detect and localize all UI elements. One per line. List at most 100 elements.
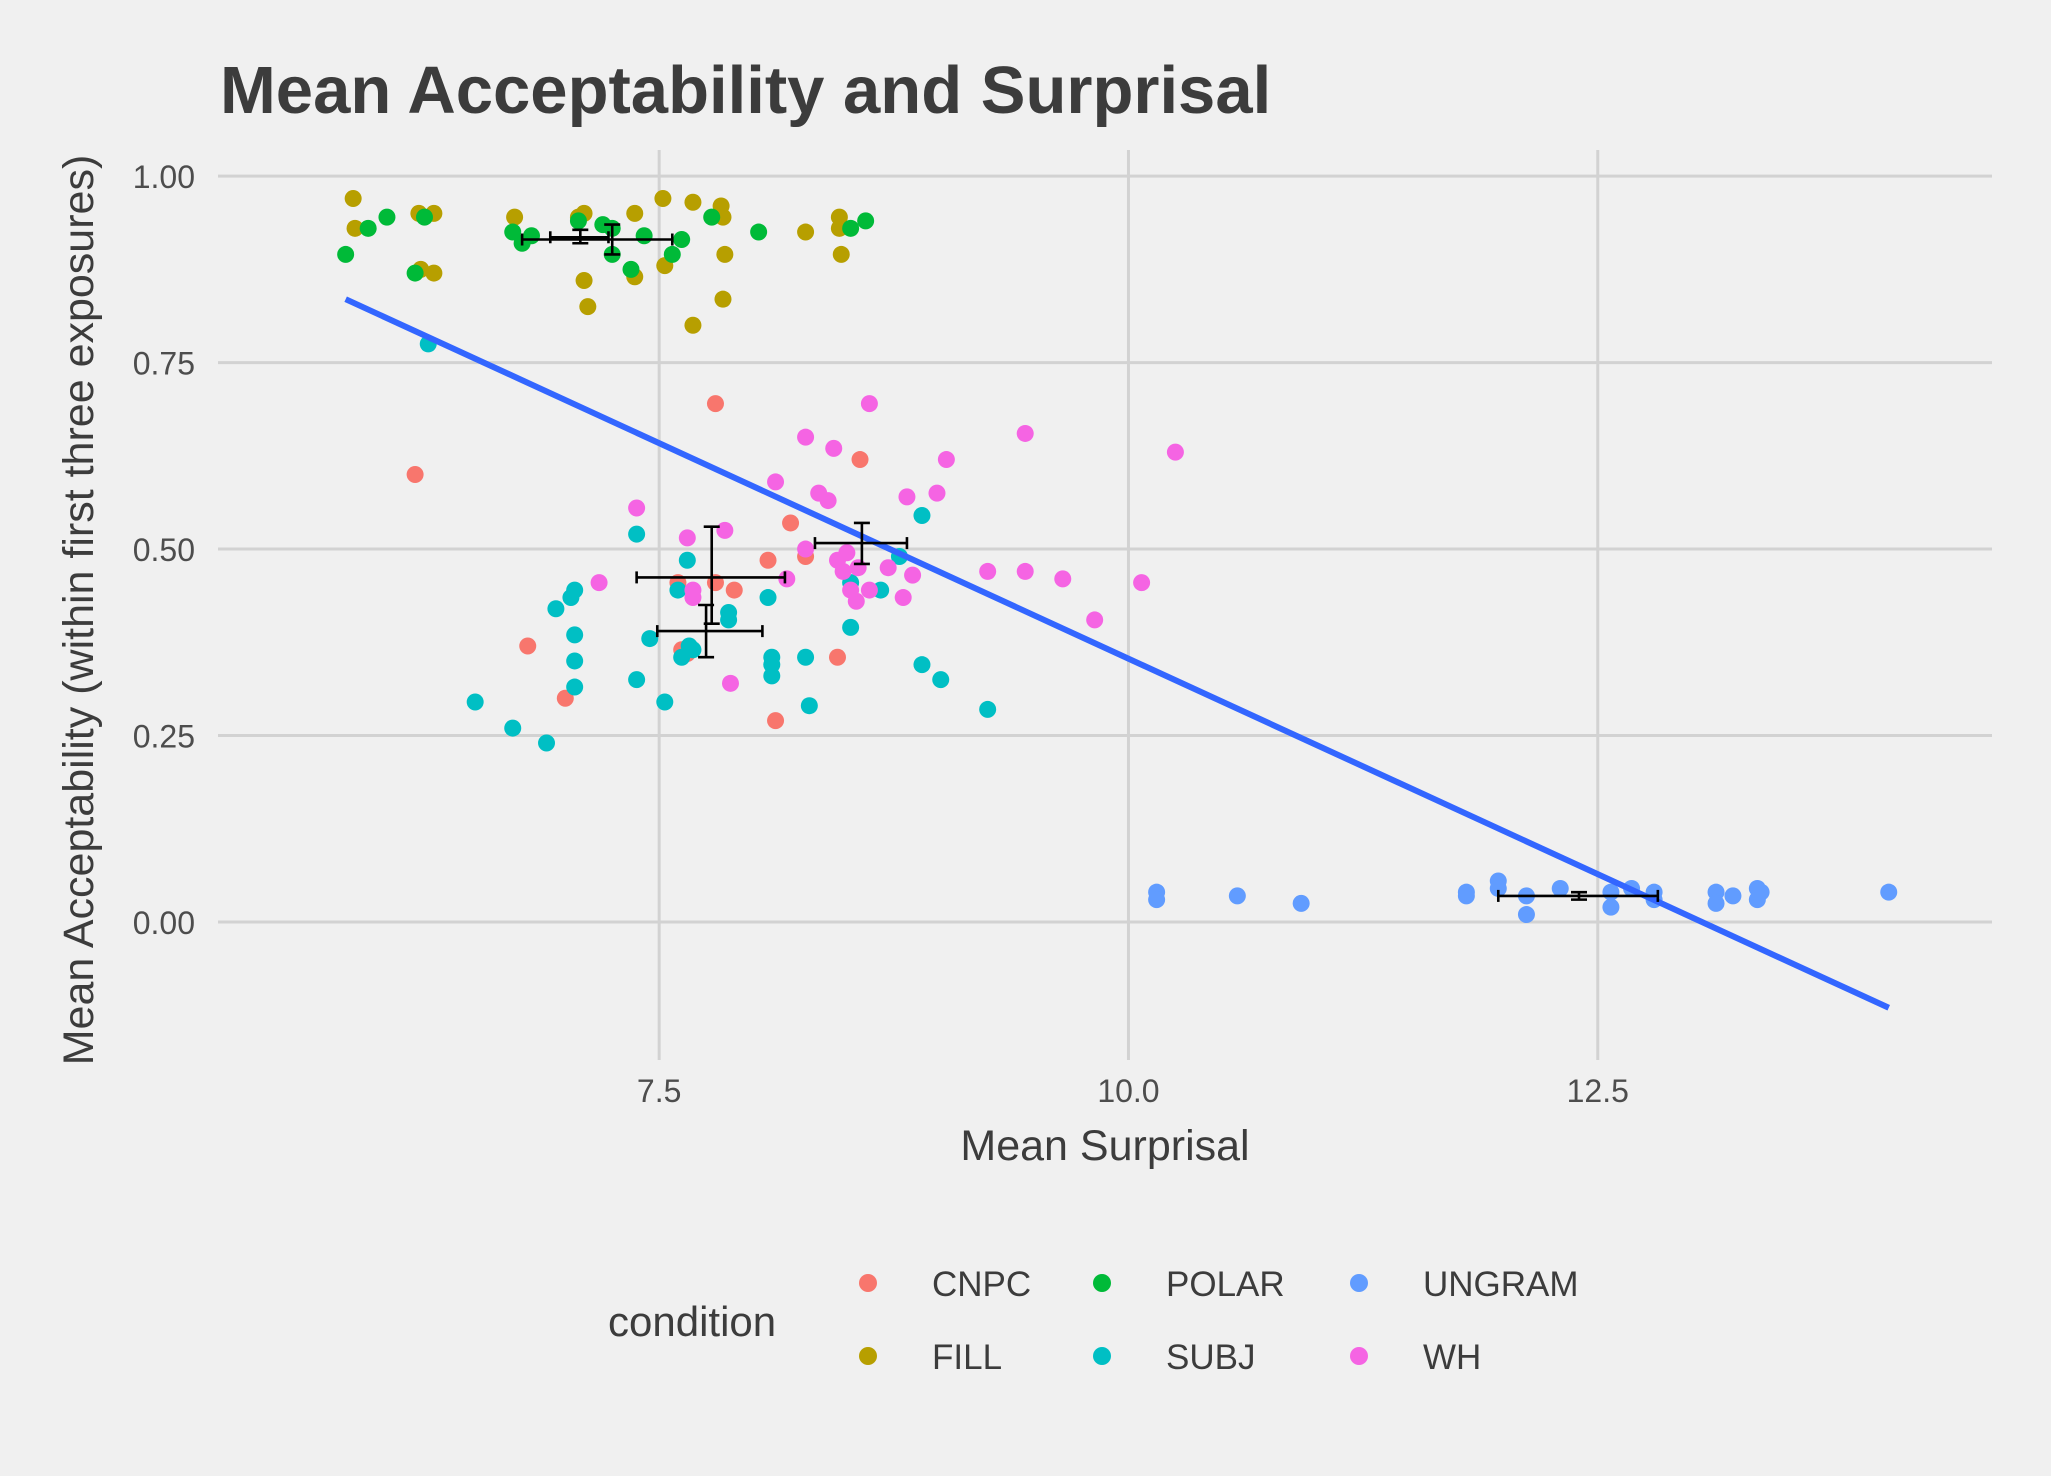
data-point-wh (928, 484, 946, 502)
error-bar-subj (655, 603, 764, 659)
data-point-ungram (1551, 879, 1569, 897)
data-point-wh (825, 439, 843, 457)
legend-marker-ungram (1350, 1274, 1368, 1292)
data-point-fill (714, 290, 732, 308)
data-point-polar (673, 231, 691, 249)
data-point-subj (566, 652, 584, 670)
data-point-wh (778, 570, 796, 588)
data-point-wh (1016, 562, 1034, 580)
data-point-wh (860, 581, 878, 599)
data-point-fill (425, 264, 443, 282)
data-point-wh (678, 529, 696, 547)
legend-label-subj: SUBJ (1166, 1338, 1255, 1377)
data-point-fill (506, 208, 524, 226)
data-point-cnpc (828, 648, 846, 666)
data-point-subj (566, 581, 584, 599)
data-point-subj (628, 671, 646, 689)
data-point-wh (937, 451, 955, 469)
data-point-fill (579, 298, 597, 316)
data-point-subj (628, 525, 646, 543)
error-bar-polar (548, 228, 610, 245)
data-point-ungram (1602, 898, 1620, 916)
data-point-polar (622, 260, 640, 278)
data-point-subj (538, 734, 556, 752)
data-point-wh (904, 566, 922, 584)
data-point-subj (979, 700, 997, 718)
data-point-subj (641, 630, 659, 648)
data-point-polar (750, 223, 768, 241)
error-bar-ungram (1496, 889, 1660, 902)
data-point-wh (1166, 443, 1184, 461)
data-point-wh (979, 562, 997, 580)
data-point-ungram (1148, 891, 1166, 909)
data-point-ungram (1707, 894, 1725, 912)
data-point-cnpc (519, 637, 537, 655)
legend-marker-cnpc (859, 1274, 877, 1292)
data-point-subj (566, 626, 584, 644)
legend-label-fill: FILL (932, 1338, 1002, 1377)
data-point-subj (684, 641, 702, 659)
data-point-cnpc (782, 514, 800, 532)
data-point-ungram (1724, 887, 1742, 905)
data-point-wh (767, 473, 785, 491)
x-tick-label: 12.5 (1567, 1073, 1629, 1109)
data-point-wh (834, 562, 852, 580)
data-point-wh (860, 395, 878, 413)
x-tick-label: 10.0 (1097, 1073, 1159, 1109)
data-point-fill (344, 189, 362, 207)
y-tick-label: 0.00 (133, 905, 195, 941)
data-point-ungram (1292, 894, 1310, 912)
data-point-subj (913, 506, 931, 524)
data-point-fill (626, 204, 644, 222)
data-point-polar (378, 208, 396, 226)
data-point-polar (337, 245, 355, 263)
trend-line (344, 296, 1891, 1011)
data-point-fill (832, 245, 850, 263)
y-tick-label: 0.25 (133, 719, 195, 755)
x-tick-label: 7.5 (637, 1073, 681, 1109)
data-point-wh (819, 492, 837, 510)
data-point-polar (569, 212, 587, 230)
data-point-cnpc (556, 689, 574, 707)
data-point-subj (842, 618, 860, 636)
y-tick-label: 0.75 (133, 346, 195, 382)
legend-label-ungram: UNGRAM (1423, 1265, 1579, 1304)
data-point-wh (1086, 611, 1104, 629)
data-point-wh (721, 674, 739, 692)
data-point-wh (797, 428, 815, 446)
data-point-ungram (1752, 883, 1770, 901)
data-point-wh (684, 589, 702, 607)
data-point-wh (838, 544, 856, 562)
data-point-wh (847, 592, 865, 610)
error-bar-cnpc (635, 525, 787, 625)
data-point-subj (763, 667, 781, 685)
data-point-ungram (1880, 883, 1898, 901)
data-point-wh (1016, 424, 1034, 442)
legend-marker-fill (859, 1347, 877, 1365)
chart-title: Mean Acceptability and Surprisal (220, 53, 1271, 128)
data-point-polar (635, 227, 653, 245)
data-point-polar (504, 223, 522, 241)
data-point-polar (523, 227, 541, 245)
error-bar-wh (813, 521, 909, 566)
y-axis-label: Mean Acceptability (within first three e… (55, 155, 103, 1066)
data-point-cnpc (706, 395, 724, 413)
data-point-wh (898, 488, 916, 506)
x-axis-label: Mean Surprisal (960, 1122, 1249, 1170)
data-point-polar (359, 219, 377, 237)
data-point-cnpc (767, 712, 785, 730)
data-point-wh (894, 589, 912, 607)
data-point-fill (575, 272, 593, 290)
data-point-ungram (1517, 906, 1535, 924)
legend-title: condition (608, 1298, 776, 1345)
data-point-polar (415, 208, 433, 226)
data-point-wh (590, 574, 608, 592)
error-bars (520, 223, 1660, 902)
legend-label-cnpc: CNPC (932, 1265, 1031, 1304)
data-point-subj (566, 678, 584, 696)
y-tick-label: 1.00 (133, 159, 195, 195)
data-point-ungram (1228, 887, 1246, 905)
tick-labels: 0.00 0.25 0.50 0.75 1.00 7.5 10.0 12.5 (133, 159, 1629, 1109)
